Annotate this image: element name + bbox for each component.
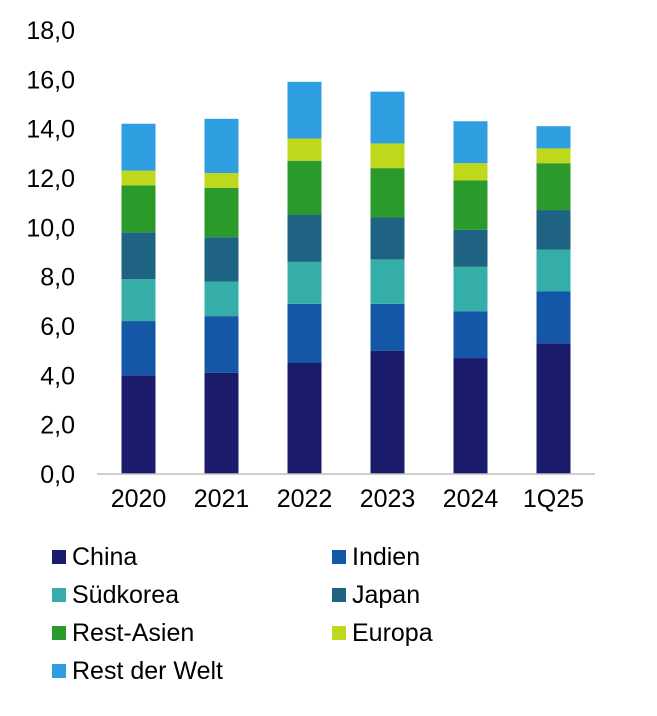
- legend-item: Indien: [332, 540, 420, 574]
- bar-segment: [204, 316, 239, 373]
- bars: [121, 81, 571, 474]
- bar-segment: [536, 210, 571, 250]
- legend-item: Japan: [332, 578, 420, 612]
- bar-segment: [536, 291, 571, 344]
- bar-segment: [121, 279, 156, 322]
- bar-segment: [453, 121, 488, 164]
- bar-segment: [370, 143, 405, 169]
- bar-segment: [453, 311, 488, 359]
- y-axis-tick-labels: 0,0 2,0 4,0 6,0 8,0 10,0 12,0 14,0 16,0 18,0: [26, 17, 75, 489]
- bar-segment: [453, 163, 488, 181]
- bar-segment: [453, 229, 488, 267]
- legend-swatch: [52, 626, 66, 640]
- stacked-bar-chart: 0,0 2,0 4,0 6,0 8,0 10,0 12,0 14,0 16,0 18,0 2020…: [26, 17, 595, 513]
- bar-segment: [536, 163, 571, 211]
- bar-segment: [370, 168, 405, 218]
- legend-swatch: [332, 588, 346, 602]
- bar-segment: [287, 363, 322, 474]
- x-tick-label: 2021: [194, 485, 250, 513]
- legend-label: Japan: [352, 580, 421, 609]
- bar-segment: [453, 358, 488, 474]
- y-tick-label: 10,0: [26, 214, 75, 242]
- legend-swatch: [332, 626, 346, 640]
- legend-item: China: [52, 540, 137, 574]
- x-axis-tick-labels: 2020 2021 2022 2023 2024 1Q25: [111, 485, 584, 513]
- bar-segment: [287, 160, 322, 215]
- x-tick-label: 2024: [443, 485, 499, 513]
- y-tick-label: 8,0: [40, 264, 75, 292]
- y-tick-label: 4,0: [40, 362, 75, 390]
- bar-segment: [536, 249, 571, 292]
- bar-segment: [204, 372, 239, 474]
- bar-segment: [121, 321, 156, 376]
- x-tick-label: 1Q25: [523, 485, 584, 513]
- legend-swatch: [52, 588, 66, 602]
- y-tick-label: 2,0: [40, 412, 75, 440]
- legend-swatch: [52, 550, 66, 564]
- bar-segment: [121, 232, 156, 280]
- bar-segment: [121, 375, 156, 474]
- legend-label: Europa: [352, 618, 433, 647]
- bar-segment: [287, 215, 322, 262]
- bar-segment: [536, 126, 571, 149]
- legend-item: Südkorea: [52, 578, 179, 612]
- bar-segment: [453, 180, 488, 230]
- bar-segment: [370, 350, 405, 474]
- legend-label: Rest der Welt: [72, 656, 223, 685]
- bar-segment: [287, 138, 322, 161]
- legend-label: China: [72, 542, 138, 571]
- bar-segment: [536, 148, 571, 164]
- bar-segment: [287, 81, 322, 139]
- bar-segment: [453, 266, 488, 312]
- bar-segment: [204, 187, 239, 238]
- y-tick-label: 14,0: [26, 116, 75, 144]
- y-tick-label: 0,0: [40, 461, 75, 489]
- legend-label: Indien: [352, 542, 421, 571]
- bar-segment: [370, 91, 405, 144]
- y-tick-label: 6,0: [40, 313, 75, 341]
- bar-segment: [204, 237, 239, 282]
- legend-swatch: [52, 664, 66, 678]
- legend-swatch: [332, 550, 346, 564]
- bar-segment: [287, 261, 322, 304]
- legend-item: Rest der Welt: [52, 654, 223, 688]
- bar-segment: [121, 123, 156, 171]
- x-tick-label: 2022: [277, 485, 333, 513]
- bar-segment: [370, 303, 405, 351]
- legend-item: Europa: [332, 616, 433, 650]
- bar-segment: [121, 170, 156, 186]
- y-tick-label: 12,0: [26, 165, 75, 193]
- bar-segment: [204, 118, 239, 174]
- y-tick-label: 16,0: [26, 66, 75, 94]
- bar-segment: [204, 281, 239, 317]
- y-tick-label: 18,0: [26, 17, 75, 45]
- bar-segment: [536, 343, 571, 474]
- legend-item: Rest-Asien: [52, 616, 194, 650]
- x-tick-label: 2023: [360, 485, 416, 513]
- x-tick-label: 2020: [111, 485, 167, 513]
- legend-label: Südkorea: [72, 580, 180, 609]
- bar-segment: [204, 173, 239, 188]
- bar-segment: [121, 185, 156, 233]
- bar-segment: [370, 259, 405, 304]
- legend-label: Rest-Asien: [72, 618, 195, 647]
- bar-segment: [370, 217, 405, 260]
- bar-segment: [287, 303, 322, 363]
